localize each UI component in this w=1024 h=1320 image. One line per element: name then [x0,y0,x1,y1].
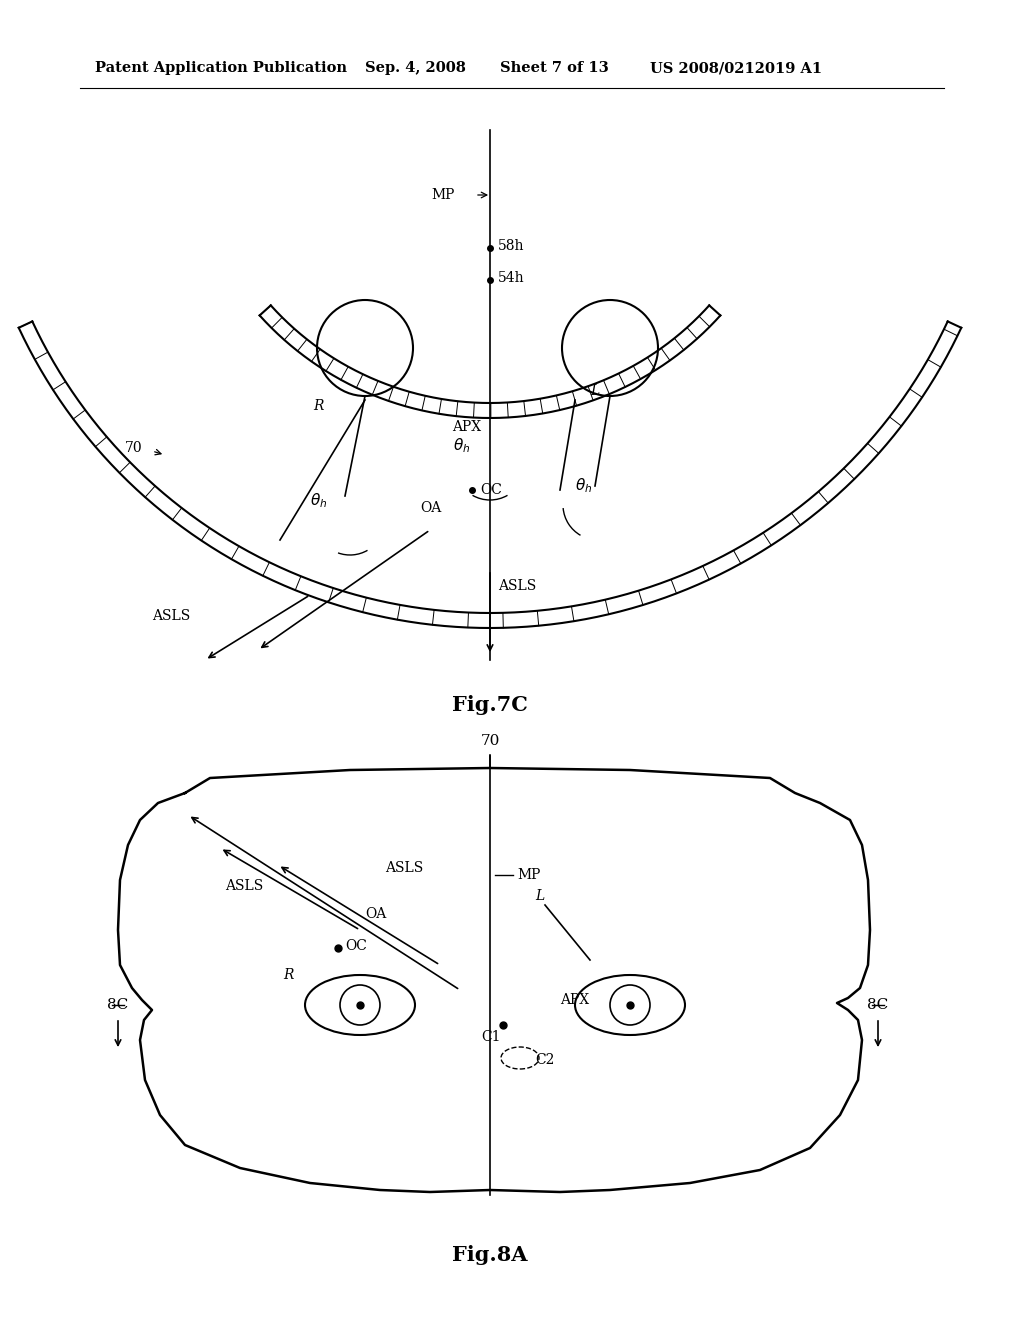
Text: C1: C1 [481,1030,501,1044]
Text: $\theta_h$: $\theta_h$ [575,477,592,495]
Text: ASLS: ASLS [225,879,263,894]
Text: ASLS: ASLS [385,861,423,875]
Text: L: L [535,888,544,903]
Text: APX: APX [560,993,589,1007]
Text: 70: 70 [125,441,143,455]
Text: 54h: 54h [498,271,524,285]
Text: APX: APX [452,420,481,434]
Text: $\theta_h$: $\theta_h$ [453,436,470,454]
Text: R: R [283,968,294,982]
Text: OC: OC [345,939,367,953]
Text: US 2008/0212019 A1: US 2008/0212019 A1 [650,61,822,75]
Text: MP: MP [517,869,541,882]
Text: R: R [313,399,324,413]
Text: 58h: 58h [498,239,524,253]
Text: ASLS: ASLS [498,579,537,593]
Text: 70: 70 [480,734,500,748]
Text: C2: C2 [535,1053,554,1067]
Text: Patent Application Publication: Patent Application Publication [95,61,347,75]
Text: OA: OA [420,502,441,515]
Text: $\theta_h$: $\theta_h$ [310,491,328,510]
Text: 8C: 8C [867,998,889,1012]
Text: ASLS: ASLS [152,609,190,623]
Text: OC: OC [480,483,502,498]
Text: Sep. 4, 2008: Sep. 4, 2008 [365,61,466,75]
Text: 8C: 8C [108,998,129,1012]
Text: Sheet 7 of 13: Sheet 7 of 13 [500,61,608,75]
Text: OA: OA [365,907,386,921]
Text: Fig.8A: Fig.8A [453,1245,527,1265]
Text: L: L [590,384,599,399]
Text: MP: MP [432,187,455,202]
Text: Fig.7C: Fig.7C [452,696,528,715]
